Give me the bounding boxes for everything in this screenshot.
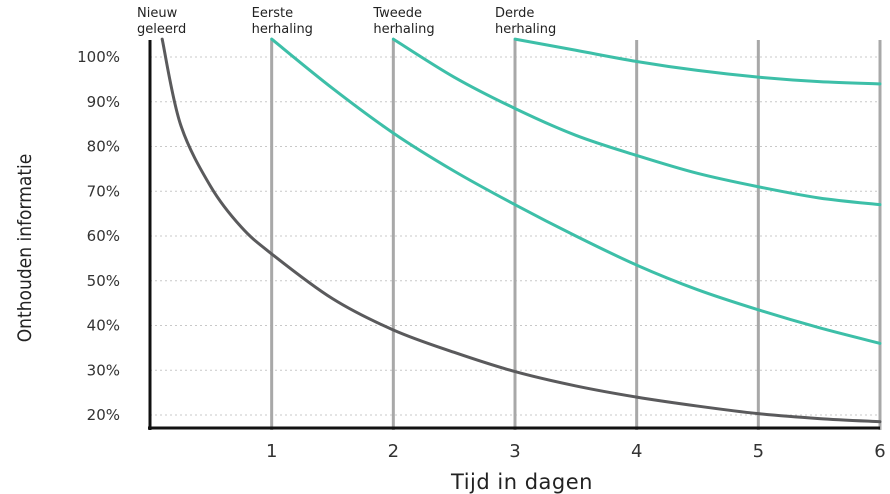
y-tick-label: 90% <box>87 93 120 111</box>
y-tick-label: 60% <box>87 227 120 245</box>
event-label-0-line-1: geleerd <box>137 22 186 37</box>
y-tick-label: 20% <box>87 406 120 424</box>
y-tick-label: 80% <box>87 138 120 156</box>
x-tick-label: 4 <box>631 441 642 462</box>
event-label-3-line-0: Derde <box>495 6 534 21</box>
y-tick-label: 30% <box>87 361 120 379</box>
event-label-0-line-0: Nieuw <box>137 6 178 21</box>
x-tick-label: 5 <box>753 441 764 462</box>
y-axis-label: Onthouden informatie <box>14 154 36 343</box>
x-tick-label: 3 <box>509 441 520 462</box>
series-line-3 <box>513 37 882 86</box>
event-labels: NieuwgeleerdEersteherhalingTweedeherhali… <box>137 6 556 37</box>
event-label-3-line-1: herhaling <box>495 22 556 37</box>
series-lines <box>160 37 882 424</box>
series-line-2 <box>391 37 882 207</box>
y-tick-labels: 20% 30% 40% 50% 60% 70% 80% 90% 100% <box>77 48 120 424</box>
y-tick-label: 50% <box>87 272 120 290</box>
event-label-1-line-0: Eerste <box>252 6 293 21</box>
y-tick-label: 40% <box>87 317 120 335</box>
y-tick-label: 100% <box>77 48 120 66</box>
x-axis-label: Tijd in dagen <box>450 470 593 494</box>
series-line-1 <box>270 37 882 345</box>
x-tick-label: 6 <box>874 441 885 462</box>
event-label-2-line-0: Tweede <box>372 6 422 21</box>
vertical-gridlines <box>270 40 882 430</box>
event-label-2-line-1: herhaling <box>373 22 434 37</box>
event-label-1-line-1: herhaling <box>252 22 313 37</box>
series-line-0 <box>160 37 882 424</box>
x-tick-label: 1 <box>266 441 277 462</box>
x-tick-label: 2 <box>388 441 399 462</box>
axes <box>148 40 880 430</box>
x-tick-labels: 1 2 3 4 5 6 <box>266 441 886 462</box>
y-tick-label: 70% <box>87 182 120 200</box>
